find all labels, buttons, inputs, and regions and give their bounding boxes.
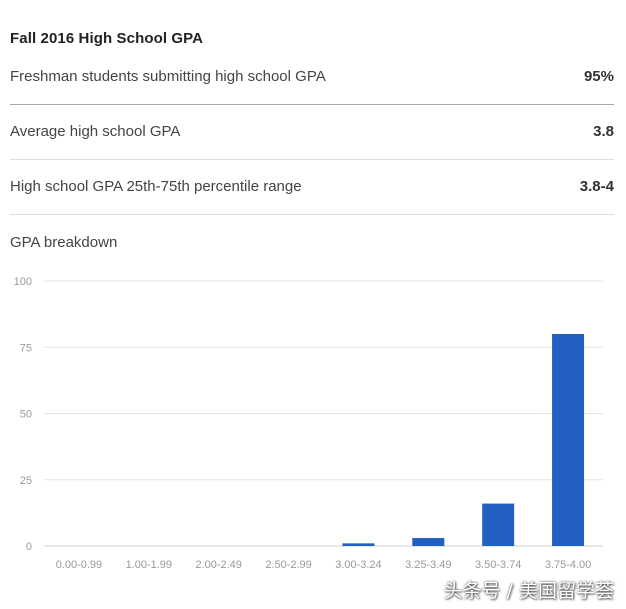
stat-value: 95% bbox=[583, 68, 614, 85]
x-tick-label: 1.00-1.99 bbox=[126, 559, 172, 571]
x-tick-label: 3.00-3.24 bbox=[335, 559, 381, 571]
y-tick-label: 75 bbox=[20, 342, 32, 354]
stat-value: 3.8-4 bbox=[579, 178, 614, 195]
stat-label: Freshman students submitting high school… bbox=[10, 68, 326, 85]
gpa-bar-chart: 0 25 50 75 100 0.00-0.99 1.00-1.99 2.00-2.49 2.5… bbox=[14, 276, 603, 571]
section-title: Fall 2016 High School GPA bbox=[10, 30, 204, 47]
x-tick-label: 3.75-4.00 bbox=[545, 559, 591, 571]
x-tick-label: 2.00-2.49 bbox=[195, 559, 241, 571]
x-tick-label: 0.00-0.99 bbox=[56, 559, 102, 571]
stat-row-average-gpa: Average high school GPA 3.8 bbox=[10, 105, 614, 160]
chart-heading: GPA breakdown bbox=[10, 234, 118, 251]
stat-row-submitting: Freshman students submitting high school… bbox=[10, 50, 614, 105]
x-tick-label: 3.25-3.49 bbox=[405, 559, 451, 571]
y-tick-label: 0 bbox=[26, 541, 32, 553]
stat-label: High school GPA 25th-75th percentile ran… bbox=[10, 178, 302, 195]
y-tick-label: 25 bbox=[20, 475, 32, 487]
stat-row-percentile-range: High school GPA 25th-75th percentile ran… bbox=[10, 160, 614, 215]
stat-value: 3.8 bbox=[593, 123, 614, 140]
bar bbox=[412, 538, 445, 546]
x-tick-label: 2.50-2.99 bbox=[265, 559, 311, 571]
y-tick-label: 50 bbox=[20, 409, 32, 421]
stat-label: Average high school GPA bbox=[10, 123, 181, 140]
y-tick-label: 100 bbox=[14, 276, 32, 288]
x-tick-label: 3.50-3.74 bbox=[475, 559, 521, 571]
bar bbox=[552, 334, 585, 546]
bar bbox=[342, 543, 375, 546]
bar bbox=[482, 503, 515, 546]
watermark: 头条号 / 美国留学荟 bbox=[443, 580, 614, 602]
